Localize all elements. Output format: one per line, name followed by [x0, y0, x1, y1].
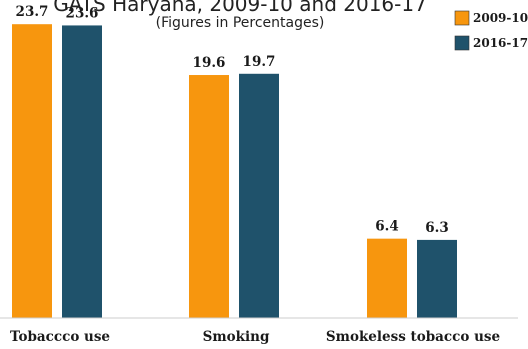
value-label-smokeless-tobacco-use-2009-10: 6.4 [375, 219, 399, 235]
value-labels-layer: 23.7 23.6 19.6 19.7 6.4 6.3 [16, 4, 449, 236]
legend-label-2016-17: 2016-17 [473, 36, 528, 50]
category-label-tobaccco-use: Tobaccco use [10, 329, 110, 345]
value-label-smokeless-tobacco-use-2016-17: 6.3 [425, 220, 449, 236]
bar-tobaccco-use-2016-17 [62, 25, 102, 318]
bar-smoking-2016-17 [239, 73, 279, 318]
bar-smokeless-tobacco-use-2009-10 [367, 238, 407, 318]
category-label-smokeless-tobacco-use: Smokeless tobacco use [326, 329, 500, 345]
legend-label-2009-10: 2009-10 [473, 11, 528, 25]
bars-layer [12, 24, 457, 319]
category-labels-layer: Tobaccco use Smoking Smokeless tobacco use [10, 329, 500, 345]
chart-title: GATS Haryana, 2009-10 and 2016-17 [53, 0, 427, 16]
value-label-tobaccco-use-2016-17: 23.6 [66, 5, 99, 21]
chart-subtitle: (Figures in Percentages) [156, 15, 325, 31]
legend-swatch-2009-10 [454, 10, 470, 26]
legend: 2009-10 2016-17 [454, 10, 528, 51]
value-label-smoking-2016-17: 19.7 [243, 54, 276, 70]
bar-smokeless-tobacco-use-2016-17 [417, 239, 457, 318]
bar-smoking-2009-10 [189, 75, 229, 318]
category-label-smoking: Smoking [203, 329, 270, 345]
value-label-tobaccco-use-2009-10: 23.7 [16, 4, 49, 20]
bar-tobaccco-use-2009-10 [12, 24, 52, 319]
legend-swatch-2016-17 [454, 35, 470, 51]
value-label-smoking-2009-10: 19.6 [193, 55, 226, 71]
